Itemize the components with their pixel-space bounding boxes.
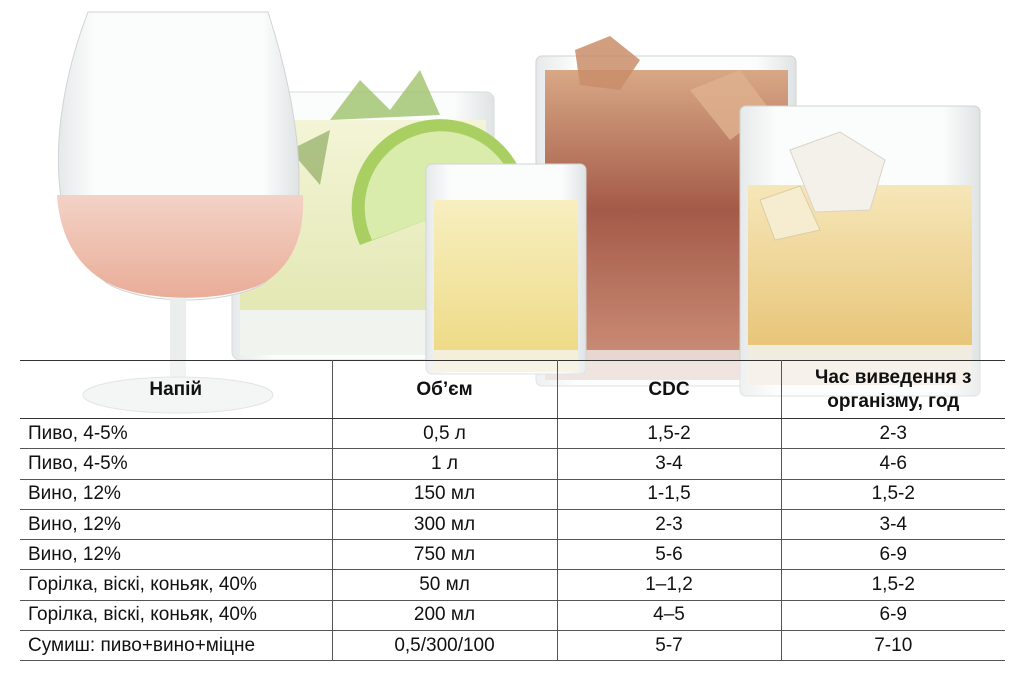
volume-cell: 750 мл <box>332 539 558 571</box>
time-cell: 4-6 <box>781 448 1005 480</box>
table-row: Вино, 12% 750 мл 5-6 6-9 <box>20 539 1005 571</box>
volume-cell: 200 мл <box>332 600 558 632</box>
cdc-cell: 5-6 <box>557 539 782 571</box>
table-row: Вино, 12% 300 мл 2-3 3-4 <box>20 509 1005 541</box>
shot-glass <box>425 163 587 375</box>
alcohol-elimination-table: Напій Об’єм CDC Час виведення з організм… <box>20 360 1005 662</box>
cdc-cell: 2-3 <box>557 509 782 541</box>
time-cell: 6-9 <box>781 539 1005 571</box>
drink-cell: Вино, 12% <box>20 539 333 571</box>
cdc-cell: 1,5-2 <box>557 418 782 450</box>
cdc-cell: 4–5 <box>557 600 782 632</box>
volume-cell: 150 мл <box>332 479 558 510</box>
volume-cell: 50 мл <box>332 569 558 601</box>
cdc-cell: 1-1,5 <box>557 479 782 510</box>
drink-cell: Горілка, віскі, коньяк, 40% <box>20 600 333 632</box>
drink-cell: Пиво, 4-5% <box>20 418 333 450</box>
whisky-glass <box>739 105 981 397</box>
volume-cell: 1 л <box>332 448 558 480</box>
time-cell: 7-10 <box>781 630 1005 662</box>
cdc-cell: 3-4 <box>557 448 782 480</box>
header-drink: Напій <box>20 360 333 419</box>
table-row: Вино, 12% 150 мл 1-1,5 1,5-2 <box>20 479 1005 510</box>
volume-cell: 300 мл <box>332 509 558 541</box>
header-volume: Об’єм <box>332 360 558 419</box>
drink-cell: Вино, 12% <box>20 509 333 541</box>
cdc-cell: 5-7 <box>557 630 782 662</box>
drink-cell: Горілка, віскі, коньяк, 40% <box>20 569 333 601</box>
table-row: Сумиш: пиво+вино+міцне 0,5/300/100 5-7 7… <box>20 630 1005 662</box>
drink-cell: Вино, 12% <box>20 479 333 510</box>
header-elimination-time: Час виведення з організму, год <box>781 360 1005 419</box>
time-cell: 2-3 <box>781 418 1005 450</box>
time-cell: 1,5-2 <box>781 479 1005 510</box>
table-row: Горілка, віскі, коньяк, 40% 200 мл 4–5 6… <box>20 600 1005 632</box>
table-row: Пиво, 4-5% 0,5 л 1,5-2 2-3 <box>20 418 1005 450</box>
volume-cell: 0,5 л <box>332 418 558 450</box>
drink-cell: Сумиш: пиво+вино+міцне <box>20 630 333 662</box>
time-cell: 1,5-2 <box>781 569 1005 601</box>
header-cdc: CDC <box>557 360 782 419</box>
table-row: Горілка, віскі, коньяк, 40% 50 мл 1–1,2 … <box>20 569 1005 601</box>
drink-cell: Пиво, 4-5% <box>20 448 333 480</box>
volume-cell: 0,5/300/100 <box>332 630 558 662</box>
cdc-cell: 1–1,2 <box>557 569 782 601</box>
table-header-row: Напій Об’єм CDC Час виведення з організм… <box>20 360 1005 419</box>
time-cell: 6-9 <box>781 600 1005 632</box>
brandy-snifter-glass <box>57 11 304 414</box>
table-row: Пиво, 4-5% 1 л 3-4 4-6 <box>20 448 1005 480</box>
time-cell: 3-4 <box>781 509 1005 541</box>
